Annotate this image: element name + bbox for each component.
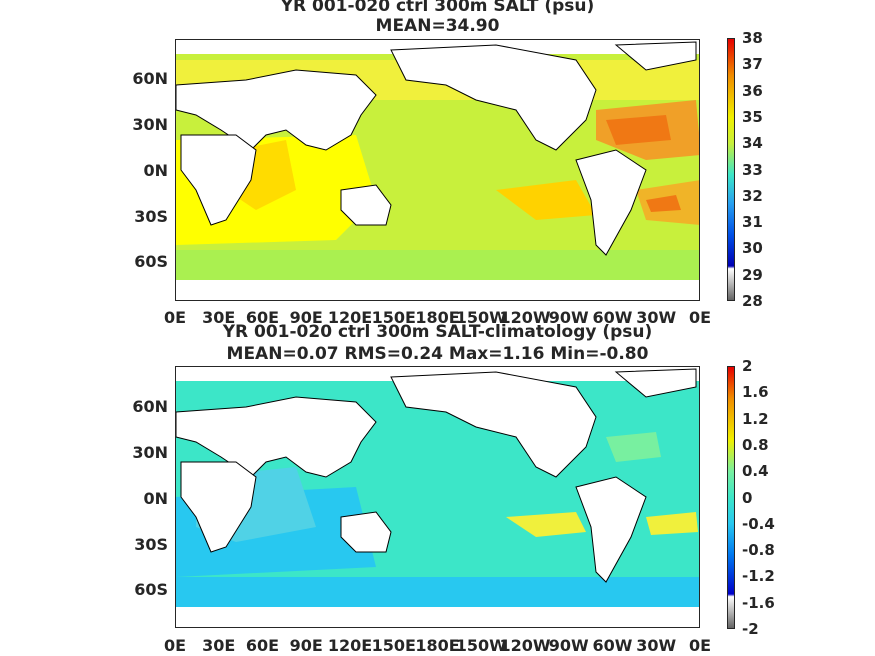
panel1-ytick: 60S	[134, 252, 168, 271]
panel2-ytick: 60N	[132, 397, 168, 416]
panel2-xtick: 30W	[636, 636, 677, 655]
panel2-colorbar-tick: 2	[742, 357, 753, 375]
panel2-xtick: 120W	[499, 636, 551, 655]
panel2-colorbar-tick: 0.8	[742, 435, 769, 454]
panel2-subtitle: MEAN=0.07 RMS=0.24 Max=1.16 Min=-0.80	[226, 344, 649, 364]
panel1-ytick: 30N	[132, 115, 168, 134]
panel2-colorbar-tick: 1.6	[742, 383, 769, 402]
panel1-xtick: 90W	[548, 308, 589, 327]
panel2-colorbar-tick: -1.6	[742, 593, 775, 612]
panel2-ytick: 0N	[143, 489, 168, 508]
panel2-xtick: 0E	[688, 636, 712, 655]
panel1-colorbar-tick: 35	[742, 107, 763, 126]
salinity-difference-map	[175, 366, 700, 628]
panel2-xtick: 90W	[548, 636, 589, 655]
panel1-xtick: 180E	[415, 308, 460, 327]
panel1-xtick: 60W	[592, 308, 633, 327]
panel2-xtick: 120E	[327, 636, 373, 655]
salinity-map	[175, 39, 700, 301]
panel1-subtitle: MEAN=34.90	[375, 16, 500, 36]
panel2-colorbar-tick: 0.4	[742, 462, 769, 481]
panel1-xtick: 120E	[327, 308, 373, 327]
panel1-xtick: 30E	[202, 308, 236, 327]
panel2-xtick: 60E	[245, 636, 280, 655]
panel2-xtick: 0E	[163, 636, 187, 655]
panel1-colorbar-tick: 30	[742, 239, 763, 258]
panel2-colorbar-tick: -2	[742, 620, 759, 638]
panel1-colorbar-tick: 32	[742, 186, 763, 205]
panel1-ytick: 30S	[134, 207, 168, 226]
panel1-xtick: 0E	[163, 308, 187, 327]
panel2-ytick: 30S	[134, 535, 168, 554]
panel2-xtick: 90E	[289, 636, 323, 655]
panel1-xtick: 150E	[371, 308, 416, 327]
panel2-colorbar-tick: 0	[742, 488, 753, 507]
panel1-xtick: 150W	[455, 308, 507, 327]
panel1-colorbar-tick: 37	[742, 55, 763, 74]
panel2-xtick: 150W	[455, 636, 507, 655]
panel2-colorbar-tick: 1.2	[742, 409, 769, 428]
panel1-ytick: 0N	[143, 161, 168, 180]
panel1-colorbar-tick: 29	[742, 265, 763, 284]
panel2-xtick: 30E	[202, 636, 236, 655]
panel2-colorbar	[727, 366, 735, 629]
panel1-colorbar	[727, 38, 735, 301]
panel1-colorbar-tick: 34	[742, 134, 763, 153]
panel1-colorbar-tick: 36	[742, 81, 763, 100]
panel2-title: YR 001-020 ctrl 300m SALT-climatology (p…	[222, 322, 653, 342]
panel1-xtick: 90E	[289, 308, 323, 327]
panel2-ytick: 60S	[134, 580, 168, 599]
panel2-xtick: 150E	[371, 636, 416, 655]
panel1-colorbar-tick: 28	[742, 292, 763, 310]
panel2-colorbar-tick: -1.2	[742, 567, 775, 586]
panel1-ytick: 60N	[132, 69, 168, 88]
panel1-xtick: 120W	[499, 308, 551, 327]
panel1-colorbar-tick: 31	[742, 213, 763, 232]
panel1-xtick: 60E	[245, 308, 280, 327]
panel1-title: YR 001-020 ctrl 300m SALT (psu)	[280, 0, 595, 16]
panel2-colorbar-tick: -0.4	[742, 514, 775, 533]
panel2-xtick: 60W	[592, 636, 633, 655]
panel2-ytick: 30N	[132, 443, 168, 462]
panel2-colorbar-tick: -0.8	[742, 541, 775, 560]
panel1-colorbar-tick: 33	[742, 160, 763, 179]
panel1-xtick: 30W	[636, 308, 677, 327]
panel1-colorbar-tick: 38	[742, 29, 763, 47]
panel2-xtick: 180E	[415, 636, 460, 655]
panel1-xtick: 0E	[688, 308, 712, 327]
